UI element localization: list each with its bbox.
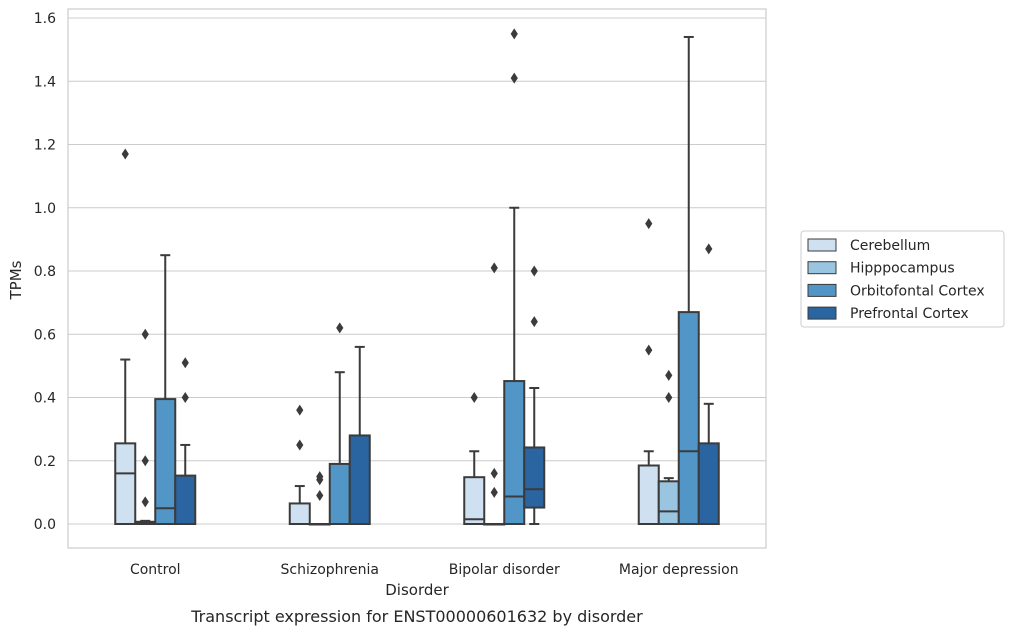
outlier-point: [705, 243, 713, 255]
box-prefrontal-cortex: [523, 265, 546, 525]
outlier-point: [530, 316, 538, 328]
outlier-point: [141, 328, 149, 340]
outlier-point: [510, 72, 518, 84]
chart-caption: Transcript expression for ENST0000060163…: [190, 607, 643, 626]
box-cerebellum: [114, 148, 137, 526]
outlier-point: [665, 369, 673, 381]
box-orbitofontal-cortex: [154, 254, 177, 525]
box-iqr: [677, 311, 700, 525]
box-iqr: [657, 480, 680, 525]
legend-label: Orbitofontal Cortex: [850, 283, 985, 299]
box-orbitofontal-cortex: [503, 28, 526, 525]
box-cerebellum: [463, 392, 486, 526]
outlier-point: [470, 392, 478, 403]
outlier-point: [490, 262, 498, 274]
outlier-point: [336, 322, 344, 334]
y-tick-label: 0.4: [34, 391, 56, 407]
outlier-point: [510, 28, 518, 40]
outlier-point: [490, 467, 498, 479]
outlier-point: [530, 265, 538, 277]
outlier-point: [296, 404, 304, 416]
box-hipppocampus: [134, 328, 157, 526]
box-iqr: [463, 476, 486, 526]
legend-frame: [800, 230, 1005, 328]
legend-swatch: [807, 238, 837, 252]
outlier-point: [181, 392, 189, 403]
box-cerebellum: [637, 218, 660, 525]
legend-swatch: [807, 261, 837, 275]
box-iqr: [154, 398, 177, 525]
box-hipppocampus: [657, 369, 680, 525]
outlier-point: [316, 471, 324, 483]
outlier-point: [316, 490, 324, 502]
outlier-point: [645, 344, 653, 356]
box-iqr: [348, 434, 371, 526]
y-tick-label: 1.6: [34, 11, 56, 27]
x-tick-label: Major depression: [619, 562, 739, 578]
box-iqr: [523, 446, 546, 509]
legend-label: Hipppocampus: [850, 261, 955, 277]
outlier-point: [665, 392, 673, 403]
y-tick-label: 1.0: [34, 201, 56, 217]
legend-label: Prefrontal Cortex: [850, 306, 969, 322]
y-axis-label: TPMs: [7, 260, 25, 300]
box-prefrontal-cortex: [174, 357, 197, 525]
y-tick-label: 1.2: [34, 138, 56, 154]
x-tick-label: Schizophrenia: [281, 562, 379, 578]
x-axis-ticks: Control Schizophrenia Bipolar disorder Majo…: [130, 562, 739, 578]
box-hipppocampus: [483, 262, 506, 526]
x-tick-label: Control: [130, 562, 181, 578]
box-iqr: [288, 502, 311, 526]
y-tick-label: 0.8: [34, 264, 56, 280]
box-iqr: [174, 474, 197, 525]
outlier-point: [296, 439, 304, 451]
box-iqr: [114, 442, 137, 526]
y-axis-ticks: 0.0 0.2 0.4 0.6 0.8 1.0 1.2 1.4 1.6: [34, 11, 56, 533]
outlier-point: [181, 357, 189, 369]
box-iqr: [328, 462, 351, 526]
box-cerebellum: [288, 404, 311, 526]
box-orbitofontal-cortex: [328, 322, 351, 526]
x-tick-label: Bipolar disorder: [449, 562, 560, 578]
box-prefrontal-cortex: [697, 243, 720, 526]
outlier-point: [141, 496, 149, 508]
outlier-point: [490, 486, 498, 498]
outlier-point: [645, 218, 653, 230]
outlier-point: [121, 148, 129, 160]
legend-swatch: [807, 283, 837, 297]
box-hipppocampus: [308, 471, 331, 526]
box-iqr: [697, 442, 720, 526]
box-series: [114, 28, 720, 526]
box-orbitofontal-cortex: [677, 35, 700, 525]
box-iqr: [503, 380, 526, 525]
legend-label: Cerebellum: [850, 238, 930, 254]
chart-legend: Cerebellum Hipppocampus Orbitofontal Corte…: [800, 230, 1005, 328]
y-tick-label: 0.0: [34, 517, 56, 533]
box-prefrontal-cortex: [348, 345, 371, 526]
x-axis-label: Disorder: [385, 581, 449, 599]
y-tick-label: 1.4: [34, 74, 56, 90]
outlier-point: [141, 455, 149, 467]
y-tick-label: 0.2: [34, 454, 56, 470]
plot-area-frame: [67, 8, 767, 549]
box-iqr: [637, 464, 660, 525]
y-tick-label: 0.6: [34, 327, 56, 343]
legend-swatch: [807, 306, 837, 320]
